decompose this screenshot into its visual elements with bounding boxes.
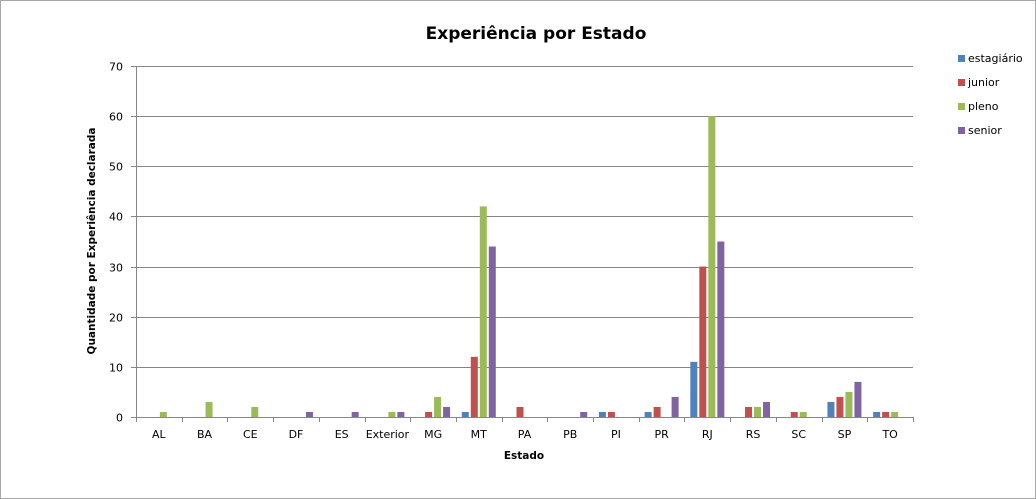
legend-entry: senior	[968, 124, 1002, 137]
x-tick-label: SP	[838, 428, 852, 441]
bar	[690, 361, 698, 417]
bar	[671, 396, 679, 417]
x-tick-label: BA	[197, 428, 213, 441]
x-tick-label: SC	[791, 428, 806, 441]
bar	[827, 401, 835, 417]
bar	[516, 406, 524, 417]
bar	[580, 411, 588, 417]
x-tick-label: CE	[243, 428, 258, 441]
legend-entry: junior	[967, 76, 1000, 89]
x-tick-label: MT	[471, 428, 487, 441]
bar	[754, 406, 762, 417]
y-tick-label: 60	[109, 111, 123, 124]
x-axis	[136, 66, 914, 422]
x-tick-label: PA	[518, 428, 532, 441]
x-tick-label: ES	[335, 428, 349, 441]
bar	[479, 206, 487, 417]
bar	[799, 411, 807, 417]
x-tick-label: MG	[424, 428, 442, 441]
bar	[461, 411, 469, 417]
gridlines	[136, 66, 913, 368]
y-tick-label: 50	[109, 161, 123, 174]
bar	[644, 411, 652, 417]
legend: estagiário junior pleno senior	[958, 52, 1023, 137]
x-axis-label: Estado	[504, 450, 544, 462]
bar	[717, 241, 725, 417]
x-tick-label: DF	[289, 428, 304, 441]
bar	[653, 406, 661, 417]
bar	[488, 246, 496, 417]
chart-title: Experiência por Estado	[426, 24, 647, 44]
bar	[790, 411, 798, 417]
legend-swatch	[958, 127, 965, 134]
x-tick-label: AL	[152, 428, 167, 441]
bar	[388, 411, 396, 417]
bar	[873, 411, 881, 417]
x-tick-label: RS	[746, 428, 761, 441]
y-axis-label: Quantidade por Experiência declarada	[86, 128, 98, 355]
x-tick-label: PB	[563, 428, 577, 441]
bar	[763, 401, 771, 417]
legend-entry: pleno	[968, 100, 999, 113]
bar	[699, 266, 707, 417]
legend-entry: estagiário	[968, 52, 1023, 65]
bar	[205, 401, 213, 417]
legend-swatch	[958, 79, 965, 86]
x-tick-label: Exterior	[366, 428, 410, 441]
bar	[443, 406, 451, 417]
bar	[434, 396, 442, 417]
bar	[882, 411, 890, 417]
y-tick-label: 70	[109, 61, 123, 74]
bar	[708, 116, 716, 418]
bar	[397, 411, 405, 417]
y-tick-label: 40	[109, 211, 123, 224]
bar	[845, 391, 853, 417]
x-tick-label: PR	[654, 428, 669, 441]
y-tick-label: 20	[109, 312, 123, 325]
y-tick-label: 10	[109, 362, 123, 375]
bars	[159, 116, 899, 418]
x-tick-label: RJ	[702, 428, 713, 441]
y-tick-label: 30	[109, 262, 123, 275]
bar	[745, 406, 753, 417]
x-axis-ticks: AL BA CE DF ES Exterior MG MT PA PB PI PR RJ RS SC SP TO	[152, 428, 898, 441]
y-tick-label: 0	[116, 412, 123, 425]
bar	[305, 411, 313, 417]
x-tick-label: PI	[611, 428, 621, 441]
bar	[251, 406, 259, 417]
bar	[470, 356, 478, 417]
bar	[854, 381, 862, 417]
bar	[159, 411, 167, 417]
x-tick-label: TO	[881, 428, 898, 441]
legend-swatch	[958, 103, 965, 110]
bar	[607, 411, 615, 417]
bar	[351, 411, 359, 417]
bar	[891, 411, 899, 417]
bar	[836, 396, 844, 417]
bar	[598, 411, 606, 417]
y-axis-ticks: 0 10 20 30 40 50 60 70	[109, 61, 136, 425]
legend-swatch	[958, 55, 965, 62]
bar	[425, 411, 433, 417]
